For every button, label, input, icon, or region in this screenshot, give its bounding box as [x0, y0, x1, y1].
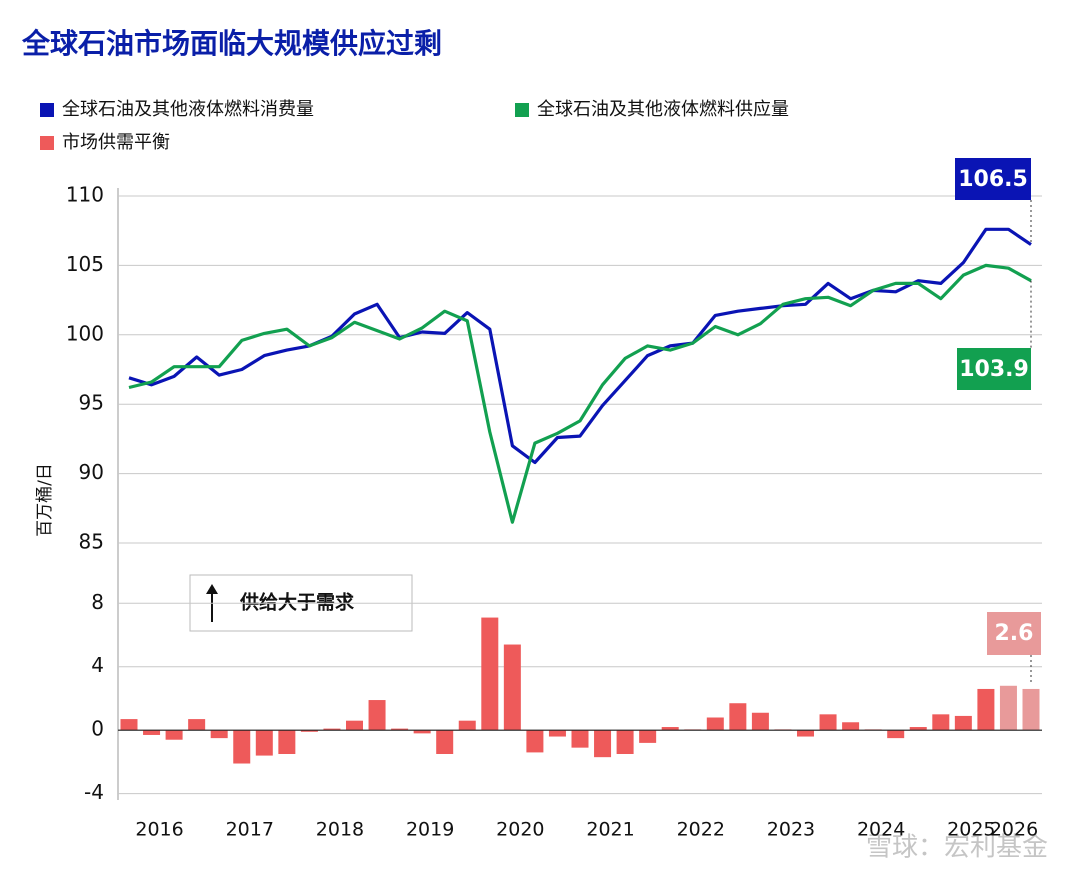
bar	[323, 728, 341, 731]
bar	[233, 730, 251, 764]
callout-label: 2.6	[995, 621, 1034, 646]
x-tick-label: 2022	[677, 819, 725, 841]
bar	[999, 685, 1017, 731]
bar	[661, 727, 679, 731]
legend-label: 全球石油及其他液体燃料消费量	[62, 99, 314, 120]
callout-box	[955, 158, 1031, 200]
y-tick-label: 85	[79, 530, 104, 554]
bar	[751, 712, 769, 731]
bar	[346, 720, 363, 731]
chart-title: 全球石油市场面临大规模供应过剩	[21, 27, 442, 60]
bar	[368, 700, 386, 731]
bar	[413, 730, 431, 734]
bar	[932, 714, 950, 731]
bar	[1022, 688, 1040, 731]
bar	[278, 730, 296, 754]
bar	[210, 730, 228, 739]
bar	[548, 730, 566, 737]
callout-box	[957, 348, 1031, 390]
bar	[706, 717, 724, 731]
watermark: 雪球：宏利基金	[866, 833, 1048, 863]
bar	[391, 728, 409, 731]
bar	[594, 730, 612, 758]
y-tick-label: 8	[91, 590, 104, 614]
legend-label: 市场供需平衡	[62, 132, 170, 153]
bar	[165, 730, 183, 740]
bar	[977, 688, 995, 731]
bar	[143, 730, 161, 735]
x-tick-label: 2023	[767, 819, 815, 841]
bar	[616, 730, 634, 754]
x-tick-label: 2018	[316, 819, 364, 841]
line-series	[128, 227, 1032, 465]
bar	[458, 720, 476, 731]
y-tick-label: 0	[91, 717, 104, 741]
bar	[188, 719, 206, 731]
legend-swatch	[515, 103, 529, 117]
x-tick-label: 2017	[226, 819, 274, 841]
bar	[526, 730, 544, 753]
y-tick-label: 95	[79, 391, 104, 415]
arrow-head	[206, 584, 218, 594]
legend-label: 全球石油及其他液体燃料供应量	[537, 99, 789, 120]
bar	[300, 730, 318, 732]
bar	[120, 719, 138, 731]
bar	[503, 644, 521, 731]
bar	[436, 730, 454, 754]
y-tick-label: 100	[66, 321, 104, 345]
bar	[797, 730, 814, 737]
y-tick-label: 90	[79, 460, 104, 484]
x-tick-label: 2026	[990, 819, 1038, 841]
bar	[729, 703, 747, 731]
legend-swatch	[40, 136, 54, 150]
x-tick-label: 2020	[496, 819, 544, 841]
bar	[819, 714, 837, 731]
y-axis-label: 百万桶/日	[35, 463, 55, 537]
line-series	[128, 263, 1032, 524]
bar	[255, 730, 273, 756]
x-tick-label: 2016	[135, 819, 183, 841]
bar	[909, 727, 927, 731]
y-tick-label: 105	[66, 252, 104, 276]
bar	[842, 722, 860, 731]
bar	[571, 730, 589, 748]
bar	[954, 715, 972, 731]
bar	[887, 730, 905, 739]
bar	[481, 617, 499, 731]
x-tick-label: 2019	[406, 819, 454, 841]
callout-label: 103.9	[959, 357, 1029, 382]
y-tick-label: 4	[91, 653, 104, 677]
callout-box	[987, 612, 1041, 655]
legend-swatch	[40, 103, 54, 117]
x-tick-label: 2021	[586, 819, 634, 841]
bar	[639, 730, 657, 743]
x-tick-label: 2025	[947, 819, 995, 841]
x-tick-label: 2024	[857, 819, 905, 841]
y-tick-label: 110	[66, 183, 104, 207]
callout-label: 106.5	[958, 167, 1028, 192]
y-tick-label: -4	[84, 780, 104, 804]
annotation: 供给大于需求	[239, 591, 355, 614]
